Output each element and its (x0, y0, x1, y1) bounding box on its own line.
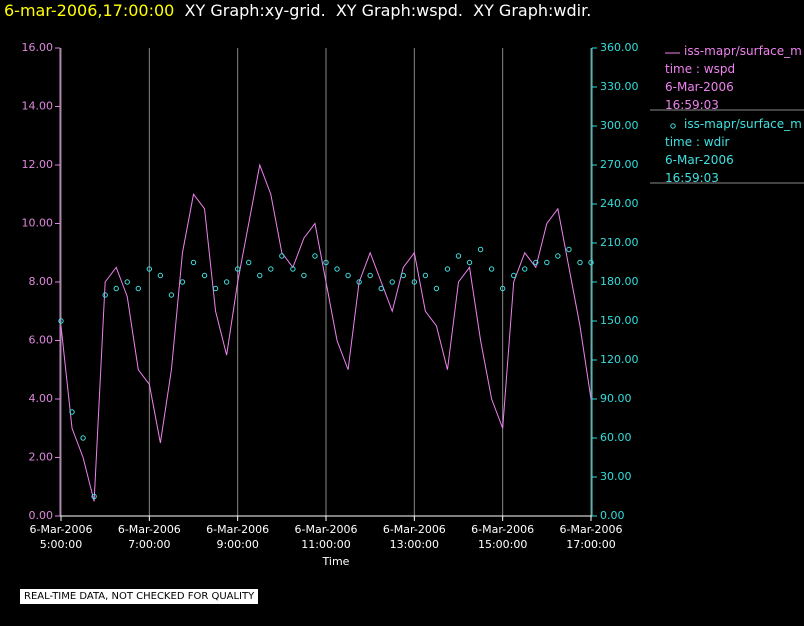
y-tick-label: 6.00 (29, 334, 54, 347)
wdir-point (378, 285, 384, 292)
wdir-point (566, 246, 572, 253)
y2-tick-label: 330.00 (600, 80, 639, 93)
wdir-point (223, 279, 230, 285)
y-tick-label: 10.00 (22, 217, 54, 230)
legend-name: iss-mapr/surface_m (684, 44, 802, 58)
wdir-point (69, 409, 75, 415)
y2-tick-label: 90.00 (600, 392, 632, 405)
y-tick-label: 4.00 (29, 392, 54, 405)
wdir-point (257, 272, 263, 279)
wdir-point (58, 318, 64, 324)
y-tick-label: 12.00 (22, 158, 54, 171)
wdir-point (323, 259, 329, 266)
x-axis-label: Time (322, 555, 350, 568)
wdir-point (157, 272, 164, 279)
header-time: 6-mar-2006,17:00:00 (4, 1, 175, 20)
wdir-point (444, 266, 451, 272)
wdir-point (477, 246, 484, 253)
legend-text: 6-Mar-2006 (665, 80, 734, 94)
x-tick-label: 6-Mar-2006 17:00:00 (559, 523, 623, 551)
wdir-point (511, 272, 517, 279)
wdir-point (522, 266, 528, 272)
wdir-point (455, 253, 462, 259)
y2-tick-label: 120.00 (600, 353, 639, 366)
wdir-point (190, 259, 197, 266)
x-tick-label: 6-Mar-2006 15:00:00 (471, 523, 535, 551)
wdir-point (433, 285, 440, 292)
y-tick-label: 2.00 (29, 451, 54, 464)
wdir-point (544, 259, 550, 266)
y-tick-label: 14.00 (22, 100, 54, 113)
wdir-point (411, 279, 418, 285)
y2-tick-label: 270.00 (600, 158, 639, 171)
wdir-point (312, 253, 318, 259)
y2-tick-label: 60.00 (600, 431, 632, 444)
wdir-point (488, 266, 495, 272)
wdir-point (367, 272, 373, 279)
wdir-point (356, 279, 362, 285)
wdir-point (135, 285, 141, 292)
wdir-point (389, 279, 395, 285)
legend-text: 16:59:03 (665, 98, 719, 112)
x-tick-label: 6-Mar-2006 5:00:00 (29, 523, 93, 551)
wdir-point (577, 259, 583, 266)
wdir-point (212, 285, 219, 292)
header: 6-mar-2006,17:00:00 XY Graph:xy-grid. XY… (4, 1, 591, 20)
y2-tick-label: 240.00 (600, 197, 639, 210)
legend-text: time : wdir (665, 135, 730, 149)
legend-name: iss-mapr/surface_m (684, 117, 802, 131)
y2-tick-label: 30.00 (600, 470, 632, 483)
wdir-point (146, 266, 153, 272)
wdir-point (400, 272, 406, 279)
y-tick-label: 16.00 (22, 41, 54, 54)
x-tick-label: 6-Mar-2006 7:00:00 (117, 523, 181, 551)
legend-text: 16:59:03 (665, 171, 719, 185)
y2-tick-label: 300.00 (600, 119, 639, 132)
wdir-point (301, 272, 307, 279)
wdir-point (91, 493, 97, 500)
wdir-point (588, 259, 594, 266)
wdir-point (533, 259, 539, 266)
wdir-point (113, 285, 119, 292)
legend-text: time : wspd (665, 62, 736, 76)
wdir-point (80, 435, 86, 441)
quality-note: REAL-TIME DATA, NOT CHECKED FOR QUALITY (20, 589, 259, 604)
wdir-point (234, 266, 241, 272)
y-tick-label: 0.00 (29, 509, 54, 522)
legend-marker (670, 123, 676, 129)
x-tick-label: 6-Mar-2006 13:00:00 (382, 523, 446, 551)
wdir-point (555, 253, 561, 259)
wdir-point (279, 253, 285, 259)
wdir-point (334, 266, 340, 272)
wdir-point (124, 279, 130, 285)
wdir-point (345, 272, 351, 279)
y2-tick-label: 360.00 (600, 41, 639, 54)
legend-text: 6-Mar-2006 (665, 153, 734, 167)
wdir-point (201, 272, 208, 279)
x-tick-label: 6-Mar-2006 9:00:00 (206, 523, 270, 551)
wdir-point (499, 285, 506, 292)
y-tick-label: 8.00 (29, 275, 54, 288)
y2-tick-label: 180.00 (600, 275, 639, 288)
wdir-point (168, 292, 175, 298)
x-tick-label: 6-Mar-2006 11:00:00 (294, 523, 358, 551)
wdir-point (179, 279, 186, 285)
y2-tick-label: 150.00 (600, 314, 639, 327)
wdir-point (466, 259, 473, 266)
y2-tick-label: 0.00 (600, 509, 625, 522)
wdir-point (102, 292, 108, 298)
chart-title: XY Graph:xy-grid. XY Graph:wspd. XY Grap… (184, 1, 592, 20)
wspd-line (60, 163, 592, 502)
wdir-point (290, 266, 296, 272)
wdir-point (268, 266, 274, 272)
wdir-point (246, 259, 252, 266)
wdir-point (422, 272, 429, 279)
y2-tick-label: 210.00 (600, 236, 639, 249)
